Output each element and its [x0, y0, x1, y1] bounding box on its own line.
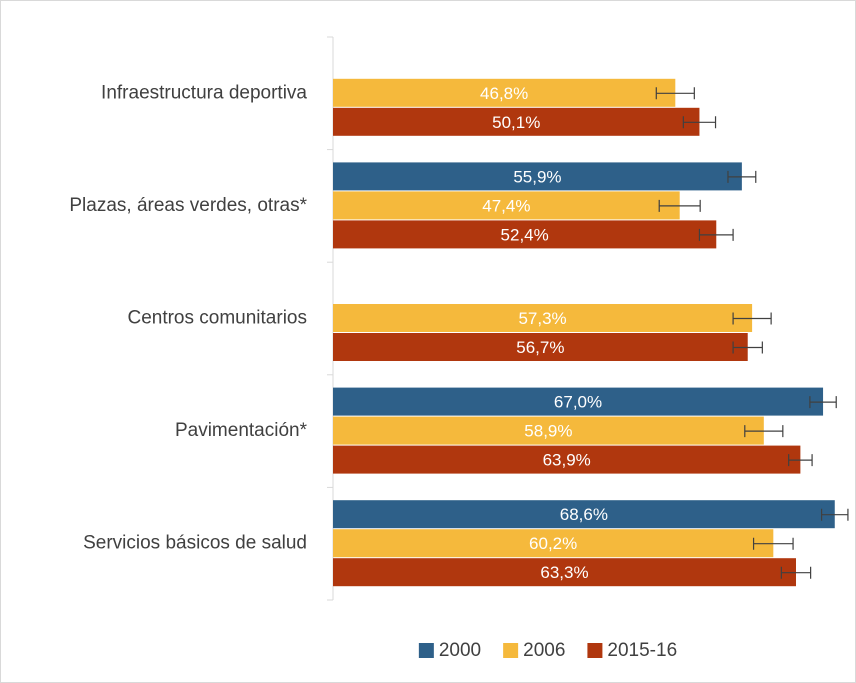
- category-label: Infraestructura deportiva: [101, 82, 307, 103]
- error-bar: [788, 454, 813, 467]
- value-label: 63,3%: [540, 563, 588, 582]
- value-label: 63,9%: [543, 451, 591, 470]
- bar: [333, 78, 676, 107]
- error-bar: [809, 396, 837, 409]
- bar: [333, 416, 764, 445]
- bar: [333, 529, 774, 558]
- bar: [333, 107, 700, 136]
- category-label: Pavimentación*: [175, 420, 308, 441]
- bar: [333, 333, 748, 361]
- error-bar: [682, 116, 717, 129]
- bar: [333, 191, 680, 220]
- value-label: 68,6%: [560, 505, 608, 524]
- legend-label: 2006: [523, 640, 565, 661]
- error-bar: [655, 87, 695, 100]
- value-label: 58,9%: [524, 422, 572, 441]
- bar: [333, 558, 796, 587]
- value-label: 60,2%: [529, 534, 577, 553]
- category-label: Centros comunitarios: [127, 308, 307, 329]
- error-bar: [744, 425, 784, 438]
- legend-swatch: [418, 643, 434, 658]
- value-label: 50,1%: [492, 113, 540, 132]
- category-label: Plazas, áreas verdes, otras*: [69, 195, 307, 216]
- bar: [333, 304, 753, 332]
- bar: [333, 220, 717, 249]
- bar: [333, 445, 801, 474]
- error-bar: [732, 312, 772, 325]
- legend-label: 2000: [439, 640, 481, 661]
- legend-swatch: [587, 643, 603, 658]
- error-bar: [820, 508, 849, 521]
- error-bar: [732, 341, 763, 354]
- value-label: 55,9%: [513, 167, 561, 186]
- category-label: Servicios básicos de salud: [83, 533, 307, 554]
- bar: [333, 387, 824, 416]
- legend-label: 2015-16: [607, 640, 677, 661]
- value-label: 46,8%: [480, 84, 528, 103]
- bar: [333, 500, 835, 529]
- error-bar: [752, 537, 794, 550]
- bar: [333, 162, 742, 191]
- error-bar: [727, 170, 757, 183]
- value-label: 52,4%: [501, 225, 549, 244]
- value-label: 57,3%: [518, 309, 566, 328]
- value-label: 56,7%: [516, 338, 564, 357]
- error-bar: [698, 228, 734, 241]
- value-label: 47,4%: [482, 196, 530, 215]
- value-label: 67,0%: [554, 393, 602, 412]
- error-bar: [658, 199, 701, 212]
- error-bar: [780, 566, 812, 579]
- legend-swatch: [503, 643, 519, 658]
